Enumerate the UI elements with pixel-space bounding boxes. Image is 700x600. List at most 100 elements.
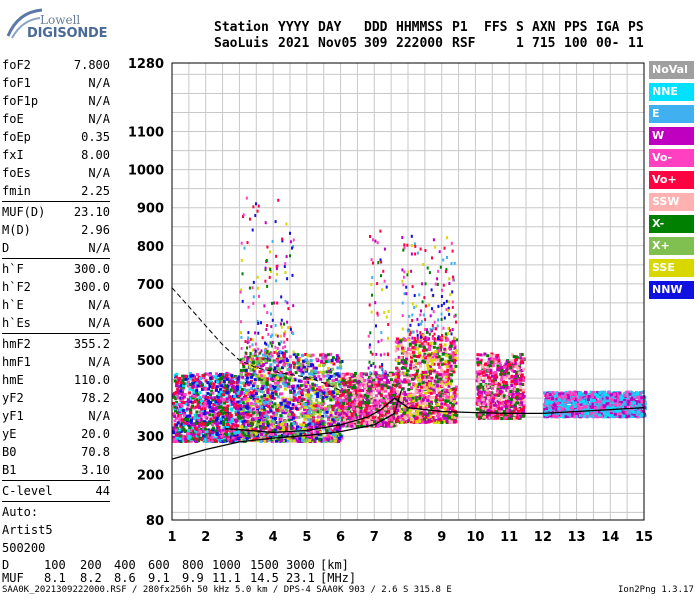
data-point <box>454 385 458 389</box>
data-point <box>258 370 262 374</box>
data-point <box>339 377 343 381</box>
data-point <box>287 368 291 372</box>
data-point <box>173 407 177 411</box>
data-point <box>232 397 236 401</box>
data-point <box>233 394 237 398</box>
legend-entry-nne: NNE <box>649 83 694 101</box>
data-point <box>370 421 374 424</box>
data-point <box>268 402 272 406</box>
data-point <box>518 365 522 369</box>
data-point <box>287 372 291 376</box>
data-point <box>239 416 243 420</box>
data-point <box>243 387 247 391</box>
data-point <box>206 438 210 442</box>
data-point <box>230 419 234 423</box>
data-point <box>260 433 264 437</box>
data-point <box>224 384 228 388</box>
data-point <box>175 426 179 430</box>
data-point <box>213 436 217 440</box>
param-row: foEs N/A <box>2 164 110 182</box>
data-point <box>211 434 215 438</box>
data-point <box>288 378 291 382</box>
data-point <box>359 410 363 413</box>
data-point <box>332 419 336 423</box>
data-point <box>243 355 247 359</box>
data-point <box>309 388 313 392</box>
data-point <box>305 367 309 371</box>
data-point <box>190 429 194 433</box>
data-point <box>245 360 249 364</box>
data-point <box>228 395 232 399</box>
param-separator <box>2 201 110 202</box>
data-point <box>406 338 410 342</box>
data-point <box>229 398 233 402</box>
data-point <box>344 395 348 399</box>
data-point <box>311 382 315 386</box>
data-point <box>356 395 360 399</box>
data-point <box>238 385 242 389</box>
data-point <box>282 421 286 425</box>
data-point <box>311 422 315 426</box>
data-point <box>383 408 387 412</box>
data-point <box>430 405 433 409</box>
plot-grid <box>171 63 645 520</box>
data-point <box>234 439 238 443</box>
data-point <box>180 404 184 408</box>
data-point <box>245 376 249 380</box>
data-point <box>201 376 205 379</box>
data-point <box>353 388 357 392</box>
data-point <box>423 391 427 395</box>
data-point <box>246 413 250 416</box>
data-point <box>314 404 318 408</box>
data-point <box>412 354 416 358</box>
data-point <box>431 355 435 359</box>
data-point <box>360 423 364 427</box>
data-point <box>297 428 301 432</box>
data-point <box>522 408 525 412</box>
data-point <box>380 406 384 410</box>
data-point <box>193 380 197 384</box>
data-point <box>306 377 310 381</box>
data-point <box>204 433 208 437</box>
data-point <box>442 372 446 376</box>
data-point <box>352 403 356 407</box>
data-point <box>273 432 277 436</box>
data-point <box>393 399 397 402</box>
data-point <box>283 361 287 365</box>
data-point <box>341 379 345 383</box>
data-point <box>358 383 362 387</box>
data-point <box>310 369 314 373</box>
data-point <box>322 438 326 442</box>
data-point <box>429 368 433 371</box>
data-point <box>405 354 409 357</box>
legend-entry-sse: SSE <box>649 259 694 277</box>
data-point <box>389 378 393 382</box>
data-point <box>221 422 225 426</box>
data-point <box>335 354 339 358</box>
data-point <box>418 409 422 413</box>
header-label: Station <box>214 20 269 35</box>
data-point <box>268 374 272 378</box>
data-point <box>437 345 441 349</box>
data-point <box>403 408 407 412</box>
data-point <box>272 411 276 415</box>
data-point <box>222 393 225 397</box>
data-point <box>392 406 396 410</box>
data-point <box>212 383 216 386</box>
data-point <box>211 407 215 411</box>
data-point <box>193 413 197 417</box>
data-point <box>246 402 250 406</box>
data-point <box>189 408 193 412</box>
data-point <box>421 420 425 424</box>
data-point <box>172 438 176 441</box>
data-point <box>287 382 291 386</box>
param-row: h`Es N/A <box>2 314 110 332</box>
data-point <box>214 375 218 379</box>
data-point <box>276 381 280 385</box>
data-point <box>387 418 391 422</box>
data-point <box>510 384 514 387</box>
data-point <box>384 395 388 398</box>
data-point <box>411 349 415 353</box>
data-point <box>414 359 417 363</box>
data-point <box>418 394 422 398</box>
